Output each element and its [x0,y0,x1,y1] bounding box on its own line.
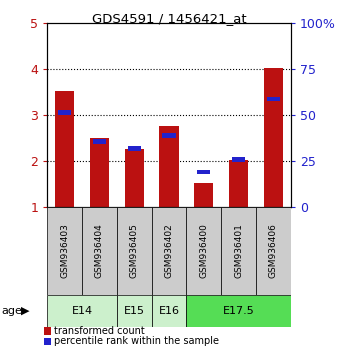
Bar [152,207,186,295]
Bar [232,158,245,162]
Bar [160,126,178,207]
Bar [93,139,106,144]
Bar [128,146,141,151]
Text: ▶: ▶ [21,306,30,316]
Text: GSM936405: GSM936405 [130,223,139,278]
Bar [152,295,186,327]
Bar [256,207,291,295]
Text: GSM936401: GSM936401 [234,223,243,278]
Text: GSM936404: GSM936404 [95,223,104,278]
Text: GSM936403: GSM936403 [60,223,69,278]
Bar [125,149,144,207]
Text: E16: E16 [159,306,179,316]
Text: GDS4591 / 1456421_at: GDS4591 / 1456421_at [92,12,246,25]
Bar [186,295,291,327]
Bar [186,207,221,295]
Bar [44,338,51,345]
Text: E15: E15 [124,306,145,316]
Bar [58,110,71,115]
Text: E14: E14 [72,306,93,316]
Text: GSM936402: GSM936402 [165,223,173,278]
Bar [267,97,280,101]
Text: GSM936406: GSM936406 [269,223,278,278]
Bar [90,138,109,207]
Text: transformed count: transformed count [54,326,145,336]
Bar [264,68,283,207]
Bar [221,207,256,295]
Text: percentile rank within the sample: percentile rank within the sample [54,336,219,347]
Bar [55,91,74,207]
Bar [117,207,152,295]
Bar [82,207,117,295]
Bar [47,207,82,295]
Bar [194,183,213,207]
Text: E17.5: E17.5 [223,306,255,316]
Bar [197,170,210,175]
Text: age: age [2,306,23,316]
Bar [44,327,51,335]
Bar [229,160,248,207]
Bar [47,295,117,327]
Bar [162,133,176,138]
Text: GSM936400: GSM936400 [199,223,208,278]
Bar [117,295,152,327]
